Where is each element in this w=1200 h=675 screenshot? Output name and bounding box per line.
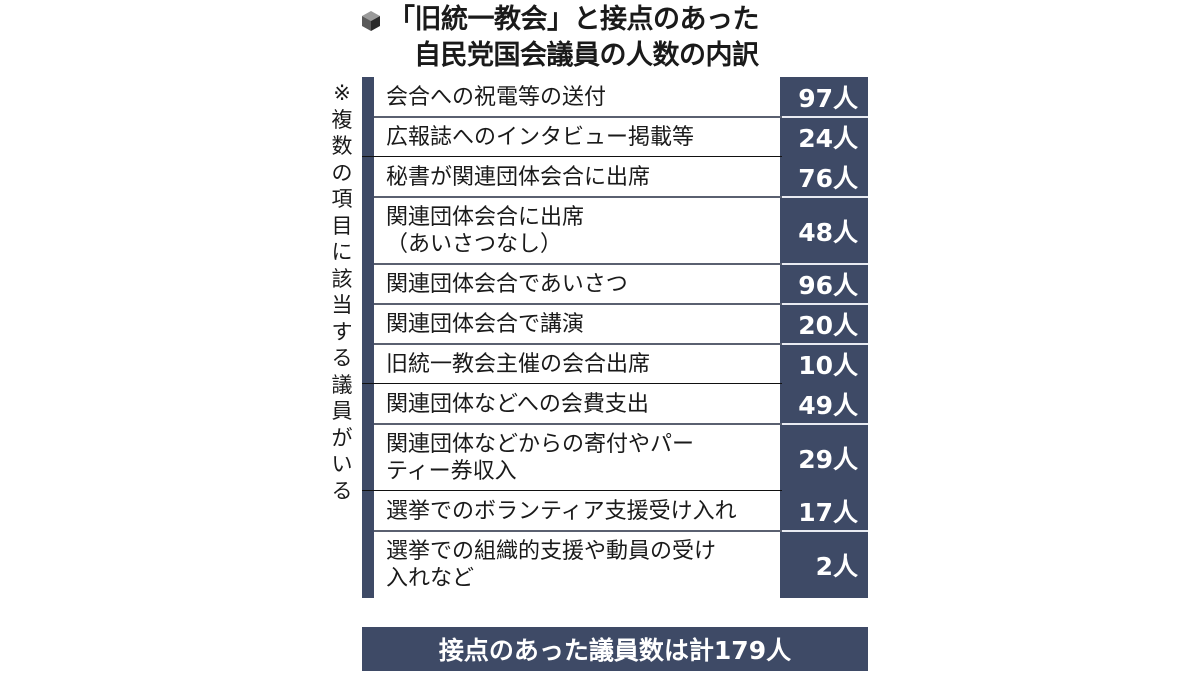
- group-bar: [362, 157, 374, 384]
- row-label: 選挙でのボランティア支援受け入れ: [374, 491, 782, 531]
- row-value: 10人: [782, 344, 868, 384]
- value-divider: [782, 196, 868, 198]
- row-label-line: 秘書が関連団体会合に出席: [386, 164, 651, 190]
- group-bar: [362, 384, 374, 491]
- group-bar: [362, 77, 374, 157]
- table-row: 関連団体会合であいさつ 96人: [374, 264, 868, 304]
- row-value: 76人: [782, 157, 868, 197]
- row-value: 2人: [782, 531, 868, 598]
- table-row: 関連団体などへの会費支出 49人: [374, 384, 868, 424]
- row-label-line: 会合への祝電等の送付: [386, 84, 607, 110]
- row-value: 29人: [782, 424, 868, 491]
- row-label: 関連団体会合で講演: [374, 304, 782, 344]
- row-label-line: 広報誌へのインタビュー掲載等: [386, 124, 695, 150]
- row-value: 24人: [782, 117, 868, 157]
- row-label: 旧統一教会主催の会合出席: [374, 344, 782, 384]
- row-label-line: 選挙でのボランティア支援受け入れ: [386, 498, 737, 524]
- row-divider: [374, 116, 782, 118]
- value-divider: [782, 343, 868, 345]
- value-divider: [782, 303, 868, 305]
- row-label-line: 関連団体会合であいさつ: [386, 271, 628, 297]
- table-row: 選挙での組織的支援や動員の受け 入れなど 2人: [374, 531, 868, 598]
- row-value: 48人: [782, 197, 868, 264]
- table-row: 関連団体などからの寄付やパー ティー券収入 29人: [374, 424, 868, 491]
- total-bar: 接点のあった議員数は計179人: [362, 627, 868, 671]
- table-row: 広報誌へのインタビュー掲載等 24人: [374, 117, 868, 157]
- row-label: 秘書が関連団体会合に出席: [374, 157, 782, 197]
- table-group: 秘書が関連団体会合に出席 76人 関連団体会合に出席 （あいさつなし） 48人 関連団体会…: [362, 157, 868, 384]
- row-label-line: 選挙での組織的支援や動員の受け: [386, 538, 717, 564]
- value-divider: [782, 116, 868, 118]
- row-label-line: （あいさつなし）: [386, 231, 563, 257]
- row-value: 49人: [782, 384, 868, 424]
- row-label: 関連団体会合に出席 （あいさつなし）: [374, 197, 782, 264]
- row-divider: [374, 343, 782, 345]
- row-divider: [374, 530, 782, 532]
- table-group: 選挙でのボランティア支援受け入れ 17人 選挙での組織的支援や動員の受け 入れなど 2人: [362, 491, 868, 598]
- value-divider: [782, 263, 868, 265]
- row-label: 関連団体などへの会費支出: [374, 384, 782, 424]
- row-value: 96人: [782, 264, 868, 304]
- title-line-2: 自民党国会議員の人数の内訳: [414, 40, 759, 71]
- row-label-line: 関連団体会合に出席: [386, 204, 585, 230]
- table-row: 会合への祝電等の送付 97人: [374, 77, 868, 117]
- row-divider: [374, 423, 782, 425]
- row-label-line: 入れなど: [386, 565, 475, 591]
- table-row: 秘書が関連団体会合に出席 76人: [374, 157, 868, 197]
- table-group: 会合への祝電等の送付 97人広報誌へのインタビュー掲載等 24人: [362, 77, 868, 157]
- row-label-line: 関連団体などからの寄付やパー: [386, 431, 695, 457]
- value-divider: [782, 530, 868, 532]
- table-row: 関連団体会合に出席 （あいさつなし） 48人: [374, 197, 868, 264]
- value-divider: [782, 423, 868, 425]
- table-group: 関連団体などへの会費支出 49人 関連団体などからの寄付やパー ティー券収入 29人: [362, 384, 868, 491]
- table-row: 旧統一教会主催の会合出席 10人: [374, 344, 868, 384]
- row-divider: [374, 303, 782, 305]
- row-label: 会合への祝電等の送付: [374, 77, 782, 117]
- row-label-line: 関連団体会合で講演: [386, 311, 585, 337]
- row-value: 20人: [782, 304, 868, 344]
- row-label: 選挙での組織的支援や動員の受け 入れなど: [374, 531, 782, 598]
- table-row: 選挙でのボランティア支援受け入れ 17人: [374, 491, 868, 531]
- cube-icon: [362, 11, 380, 31]
- row-label-line: 関連団体などへの会費支出: [386, 391, 649, 417]
- breakdown-table: 会合への祝電等の送付 97人 広報誌へのインタビュー掲載等 24人 秘書が関連団体会合に…: [362, 77, 868, 612]
- table-row: 関連団体会合で講演 20人: [374, 304, 868, 344]
- row-value: 17人: [782, 491, 868, 531]
- row-divider: [374, 196, 782, 198]
- row-label-line: 旧統一教会主催の会合出席: [386, 351, 651, 377]
- row-label: 関連団体会合であいさつ: [374, 264, 782, 304]
- chart-title: 「旧統一教会」と接点のあった 自民党国会議員の人数の内訳: [388, 2, 760, 74]
- row-label: 関連団体などからの寄付やパー ティー券収入: [374, 424, 782, 491]
- title-line-1: 「旧統一教会」と接点のあった: [388, 4, 760, 35]
- row-label-line: ティー券収入: [386, 458, 517, 484]
- row-label: 広報誌へのインタビュー掲載等: [374, 117, 782, 157]
- row-divider: [374, 263, 782, 265]
- footnote-vertical: ※複数の項目に該当する議員がいる: [331, 81, 353, 503]
- group-bar: [362, 491, 374, 598]
- row-value: 97人: [782, 77, 868, 117]
